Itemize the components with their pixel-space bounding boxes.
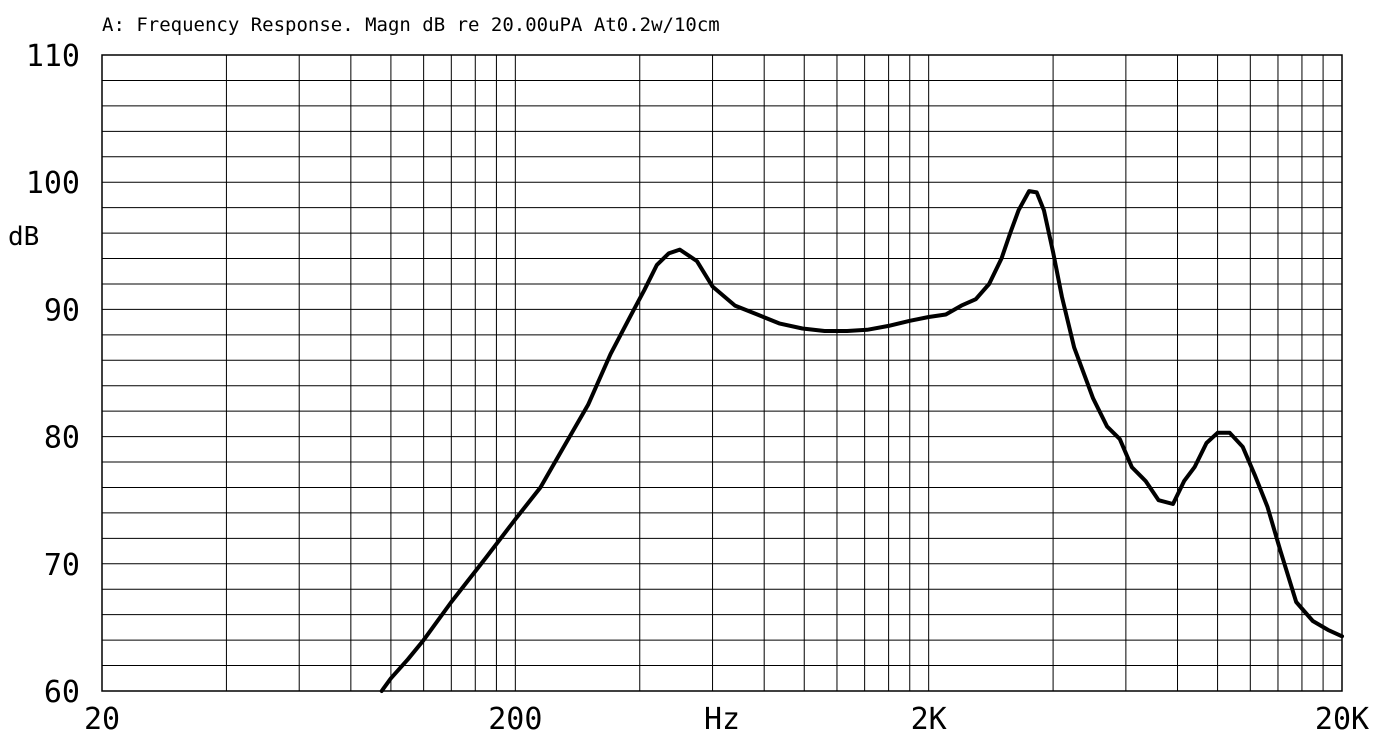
y-tick-label: 100 [26,166,80,201]
x-tick-label: 2K [911,702,947,737]
plot-frame [101,54,1343,692]
series-line [379,189,1344,693]
grid [101,54,1342,692]
y-tick-label: 90 [44,293,80,328]
x-tick-label: 20K [1315,702,1369,737]
y-tick-label: 80 [44,421,80,456]
chart-title: A: Frequency Response. Magn dB re 20.00u… [102,14,720,36]
x-tick-label: 20 [84,702,120,737]
y-tick-labels: 60 70 80 90 100 110 [26,39,80,710]
y-tick-label: 110 [26,39,80,74]
x-axis-label: Hz [704,702,740,737]
y-axis-label: dB [8,222,39,252]
x-tick-label: 200 [488,702,542,737]
y-tick-label: 60 [44,675,80,710]
y-tick-label: 70 [44,548,80,583]
series-group [379,189,1344,693]
x-tick-labels: 20 200 2K 20K [84,702,1369,737]
